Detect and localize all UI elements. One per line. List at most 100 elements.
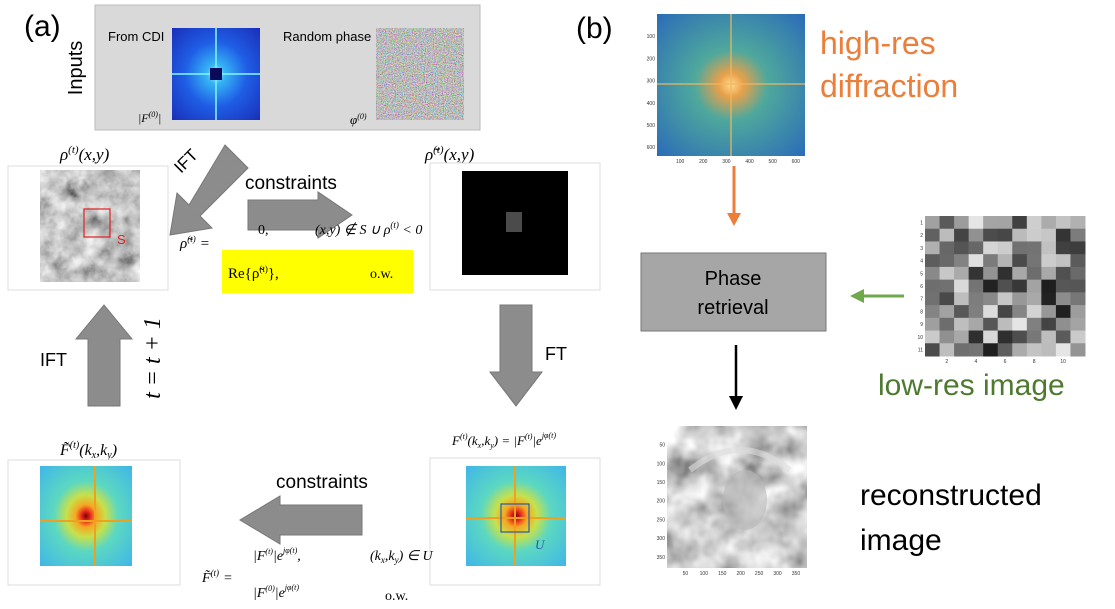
pixel	[954, 280, 969, 293]
pixel	[1041, 318, 1056, 331]
math-sup: (t)	[187, 234, 196, 244]
pixel	[1070, 292, 1085, 305]
pixel	[954, 292, 969, 305]
pixel	[1041, 305, 1056, 318]
math-sup: (0)	[357, 112, 367, 121]
pixel	[954, 216, 969, 229]
pixel	[954, 305, 969, 318]
pixel	[983, 318, 998, 331]
y-tick-label: 9	[920, 322, 923, 328]
pixel	[1012, 241, 1027, 254]
pixel	[940, 318, 955, 331]
pixel	[998, 241, 1013, 254]
math: |	[158, 111, 161, 125]
pixel	[1070, 216, 1085, 229]
pixel	[998, 343, 1013, 356]
x-tick-label: 8	[1033, 359, 1036, 365]
pixel	[983, 216, 998, 229]
face	[723, 470, 767, 530]
x-tick-label: 50	[683, 571, 689, 577]
pixel	[969, 305, 984, 318]
pixel	[1027, 280, 1042, 293]
math: =	[200, 236, 210, 252]
pixel	[954, 229, 969, 242]
x-tick-label: 350	[792, 571, 801, 577]
pixel	[1056, 254, 1071, 267]
pixel	[925, 216, 940, 229]
math-sup: (t)	[433, 144, 444, 156]
math: ) = |F	[493, 433, 526, 448]
x-tick-label: 400	[745, 159, 754, 165]
pixel	[998, 305, 1013, 318]
box-label: retrieval	[697, 297, 768, 319]
pixel	[1056, 241, 1071, 254]
pixel	[954, 254, 969, 267]
pixel	[1041, 280, 1056, 293]
y-tick-label: 400	[647, 101, 656, 107]
arrow	[490, 305, 542, 406]
pixel	[954, 318, 969, 331]
panel-label: (a)	[24, 10, 61, 43]
pixel	[1041, 292, 1056, 305]
math: φ	[350, 112, 357, 127]
y-tick-label: 5	[920, 271, 923, 277]
pixel	[925, 241, 940, 254]
pixel	[1012, 318, 1027, 331]
random-phase-image	[376, 28, 464, 120]
x-tick-label: 600	[792, 159, 801, 165]
math: =	[223, 571, 232, 586]
low-res-image	[925, 216, 1086, 357]
pixel	[983, 305, 998, 318]
pixel	[1041, 343, 1056, 356]
pixel	[925, 280, 940, 293]
pixel	[1027, 292, 1042, 305]
math: )	[111, 442, 117, 459]
pixel	[1056, 318, 1071, 331]
pixel	[1027, 229, 1042, 242]
iteration-label: t = t + 1	[140, 317, 166, 399]
pixel	[925, 254, 940, 267]
equation-condition: (kx,ky) ∈ U	[370, 549, 433, 565]
math: |e	[532, 433, 542, 448]
math: |F	[253, 549, 266, 564]
pixel	[969, 318, 984, 331]
pixel	[1027, 267, 1042, 280]
y-tick-label: 200	[647, 56, 656, 62]
y-tick-label: 2	[920, 233, 923, 239]
math: },	[268, 266, 279, 282]
rho-tilde-label: ρ̃(t)(x,y)	[424, 144, 475, 164]
object-blob	[506, 212, 522, 232]
equation-condition: o.w.	[370, 267, 393, 282]
math-sup: (0)	[265, 584, 275, 593]
pixel	[969, 292, 984, 305]
equation-case: |F(0)|ejφ(t)	[253, 583, 299, 601]
pixel	[969, 343, 984, 356]
arrow	[240, 496, 362, 544]
pixel	[998, 292, 1013, 305]
pixel	[998, 229, 1013, 242]
pixel	[954, 241, 969, 254]
annotation: diffraction	[820, 68, 958, 104]
y-tick-label: 6	[920, 284, 923, 290]
pixel	[940, 331, 955, 344]
pixel	[1070, 305, 1085, 318]
math: F̃	[201, 570, 211, 586]
pixel	[998, 254, 1013, 267]
math-sup: (t)	[390, 220, 399, 230]
annotation: image	[860, 524, 942, 557]
pixel	[1012, 280, 1027, 293]
annotation: high-res	[820, 25, 936, 61]
math: (k	[79, 442, 92, 459]
pixel	[998, 318, 1013, 331]
pixel	[1056, 229, 1071, 242]
x-tick-label: 4	[975, 359, 978, 365]
pixel	[969, 241, 984, 254]
x-tick-label: 300	[773, 571, 782, 577]
pixel	[969, 280, 984, 293]
pixel	[1041, 229, 1056, 242]
pixel	[1070, 267, 1085, 280]
pixel	[940, 216, 955, 229]
f-tilde-label: F̃(t)(kx,ky)	[59, 440, 117, 461]
pixel	[1041, 331, 1056, 344]
figure: (a) Inputs From CDI |F(0)| Random phase …	[0, 0, 1115, 609]
